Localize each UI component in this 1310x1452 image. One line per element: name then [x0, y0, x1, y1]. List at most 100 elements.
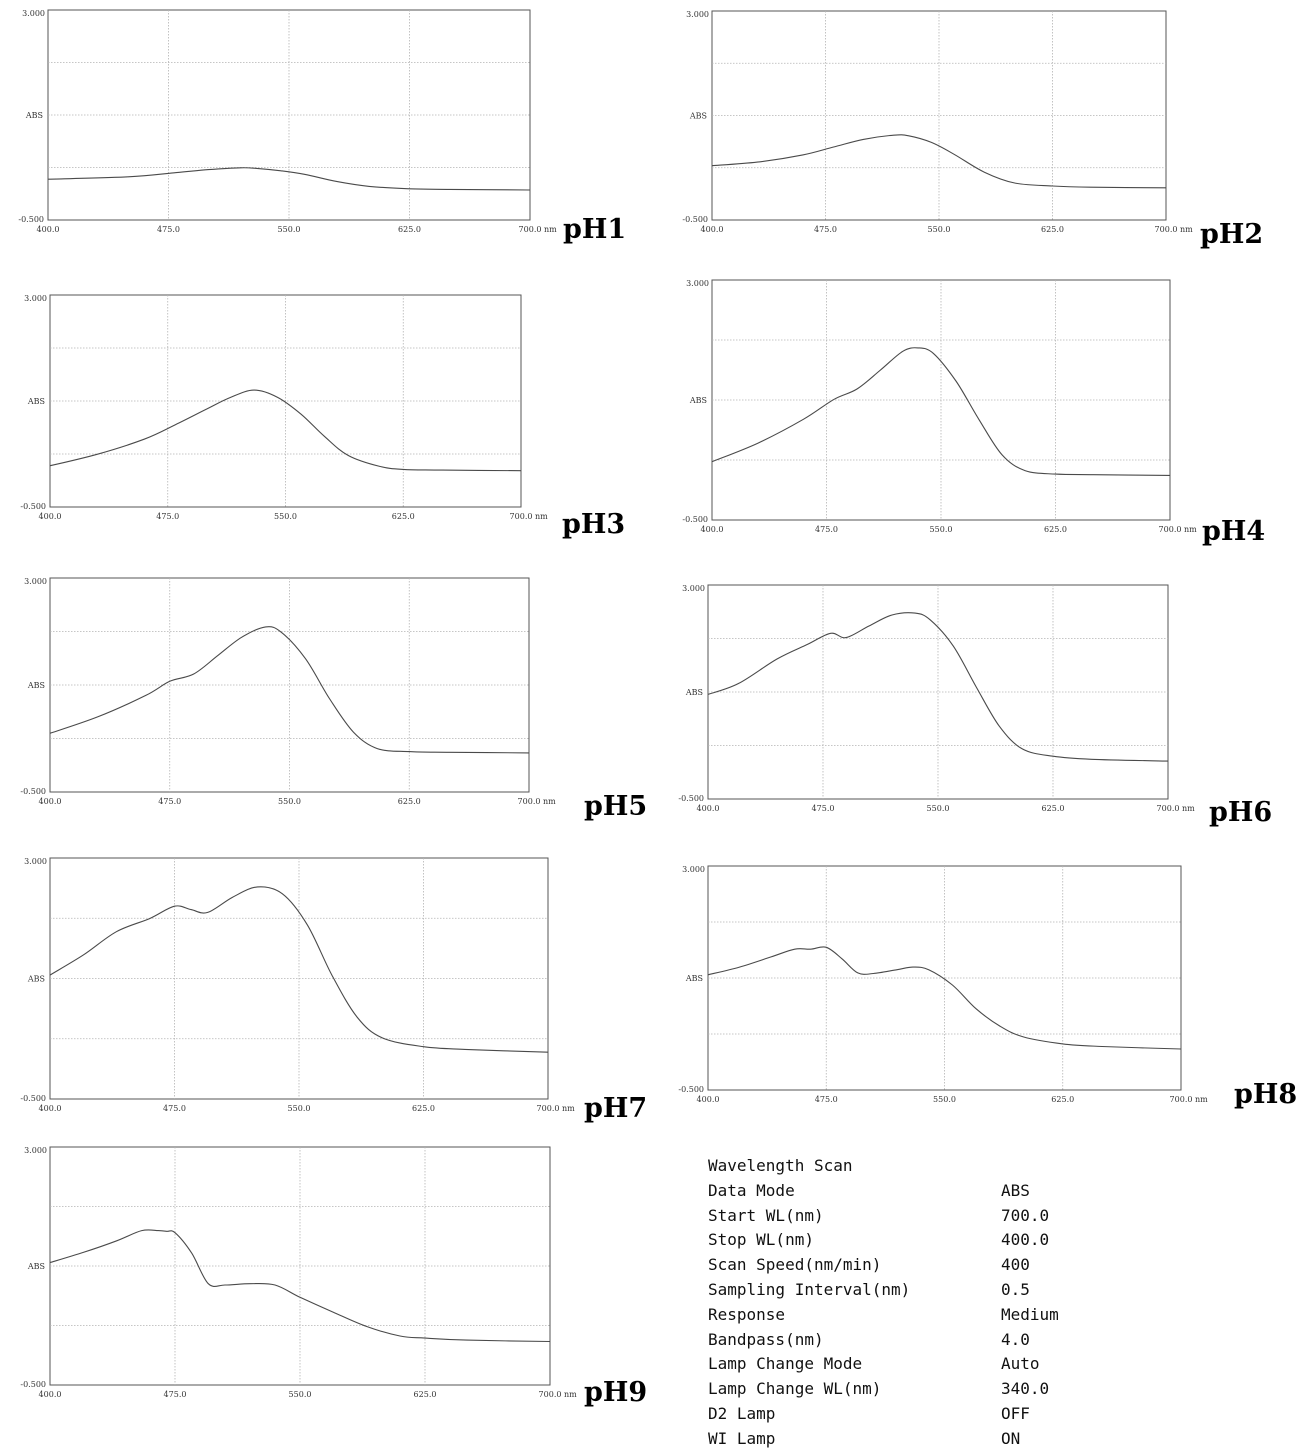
ph-label: pH5: [584, 791, 647, 822]
x-tick-label: 625.0: [412, 1104, 435, 1113]
x-tick-label: 700.0: [518, 797, 541, 806]
scan-setting-key: Stop WL(nm): [708, 1230, 814, 1250]
plot-frame: [49, 577, 530, 793]
y-axis-label: ABS: [689, 396, 707, 405]
y-tick-label: 3.000: [22, 9, 45, 18]
x-tick-label: 700.0: [1157, 804, 1180, 813]
x-tick-label: 550.0: [288, 1104, 311, 1113]
y-axis-label: ABS: [685, 974, 703, 983]
x-tick-label: 700.0: [1170, 1095, 1193, 1104]
ph-label: pH2: [1200, 219, 1263, 250]
scan-setting-row: Start WL(nm) 700.0: [708, 1204, 1128, 1229]
x-tick-label: 625.0: [398, 797, 421, 806]
scan-setting-value: 700.0: [1001, 1205, 1050, 1225]
scan-setting-value: 400.0: [1001, 1230, 1050, 1250]
spectrum-line-ph1: [47, 167, 531, 191]
x-tick-label: 550.0: [927, 804, 950, 813]
y-tick-label: -0.500: [20, 787, 46, 796]
scan-setting-key: WI Lamp: [708, 1428, 776, 1448]
scan-settings-panel: Wavelength Scan Data Mode ABS Start WL(nm)…: [708, 1154, 1128, 1452]
x-tick-label: 475.0: [815, 525, 838, 534]
x-unit-label: nm: [1182, 804, 1195, 813]
y-axis-label: ABS: [27, 397, 45, 406]
ph-label: pH1: [563, 214, 626, 245]
scan-setting-value: Auto: [1001, 1354, 1040, 1374]
scan-setting-key: Sampling Interval(nm): [708, 1279, 911, 1299]
scan-setting-row: WI Lamp ON: [708, 1427, 1128, 1452]
x-tick-label: 400.0: [39, 1104, 62, 1113]
x-tick-label: 475.0: [158, 797, 181, 806]
scan-setting-key: Scan Speed(nm/min): [708, 1255, 882, 1275]
x-tick-label: 400.0: [701, 225, 724, 234]
ph-label: pH9: [584, 1377, 647, 1408]
scan-setting-value: 4.0: [1001, 1329, 1030, 1349]
y-tick-label: 3.000: [24, 577, 47, 586]
scan-setting-row: Stop WL(nm) 400.0: [708, 1228, 1128, 1253]
ph-label: pH8: [1234, 1079, 1297, 1110]
scan-setting-value: 0.5: [1001, 1279, 1030, 1299]
scan-setting-row: Scan Speed(nm/min) 400: [708, 1253, 1128, 1278]
scan-setting-key: Start WL(nm): [708, 1205, 824, 1225]
y-tick-label: 3.000: [24, 294, 47, 303]
spectrum-line-ph7: [49, 886, 549, 1053]
x-unit-label: nm: [544, 225, 557, 234]
y-tick-label: -0.500: [20, 1380, 46, 1389]
x-unit-label: nm: [564, 1390, 577, 1399]
spectrum-line-ph8: [707, 946, 1182, 1050]
x-tick-label: 475.0: [164, 1390, 187, 1399]
spectrum-line-ph2: [711, 134, 1167, 189]
spectrum-line-ph4: [711, 347, 1171, 476]
scan-setting-row: D2 Lamp OFF: [708, 1402, 1128, 1427]
scan-setting-value: Medium: [1001, 1304, 1059, 1324]
ph-label: pH7: [584, 1093, 647, 1124]
x-tick-label: 400.0: [39, 1390, 62, 1399]
ph-label: pH3: [562, 509, 625, 540]
scan-setting-row: Response Medium: [708, 1303, 1128, 1328]
spectrum-line-ph9: [49, 1229, 551, 1343]
x-unit-label: nm: [1180, 225, 1193, 234]
x-tick-label: 625.0: [1044, 525, 1067, 534]
x-tick-label: 550.0: [289, 1390, 312, 1399]
scan-setting-value: OFF: [1001, 1403, 1030, 1423]
y-tick-label: 3.000: [686, 279, 709, 288]
x-tick-label: 400.0: [697, 1095, 720, 1104]
scan-setting-value: 340.0: [1001, 1379, 1050, 1399]
spectrum-line-ph6: [707, 612, 1169, 762]
x-tick-label: 700.0: [1155, 225, 1178, 234]
scan-setting-value: 400: [1001, 1255, 1030, 1275]
ph-label: pH4: [1202, 516, 1265, 547]
x-tick-label: 400.0: [39, 512, 62, 521]
y-tick-label: 3.000: [24, 1146, 47, 1155]
x-tick-label: 475.0: [163, 1104, 186, 1113]
y-tick-label: -0.500: [682, 515, 708, 524]
y-tick-label: -0.500: [678, 1085, 704, 1094]
x-tick-label: 550.0: [274, 512, 297, 521]
x-tick-label: 475.0: [815, 1095, 838, 1104]
y-tick-label: 3.000: [682, 865, 705, 874]
y-tick-label: 3.000: [686, 10, 709, 19]
y-tick-label: -0.500: [678, 794, 704, 803]
scan-setting-row: Sampling Interval(nm) 0.5: [708, 1278, 1128, 1303]
x-tick-label: 400.0: [39, 797, 62, 806]
spectrum-line-ph5: [49, 626, 530, 754]
x-tick-label: 400.0: [37, 225, 60, 234]
scan-setting-row: Bandpass(nm) 4.0: [708, 1328, 1128, 1353]
y-tick-label: -0.500: [20, 502, 46, 511]
y-axis-label: ABS: [689, 112, 707, 121]
y-tick-label: -0.500: [18, 215, 44, 224]
x-tick-label: 625.0: [1042, 804, 1065, 813]
x-tick-label: 700.0: [510, 512, 533, 521]
x-tick-label: 475.0: [814, 225, 837, 234]
x-tick-label: 700.0: [519, 225, 542, 234]
x-tick-label: 700.0: [1159, 525, 1182, 534]
y-axis-label: ABS: [27, 681, 45, 690]
x-tick-label: 700.0: [537, 1104, 560, 1113]
x-tick-label: 475.0: [812, 804, 835, 813]
x-tick-label: 625.0: [414, 1390, 437, 1399]
